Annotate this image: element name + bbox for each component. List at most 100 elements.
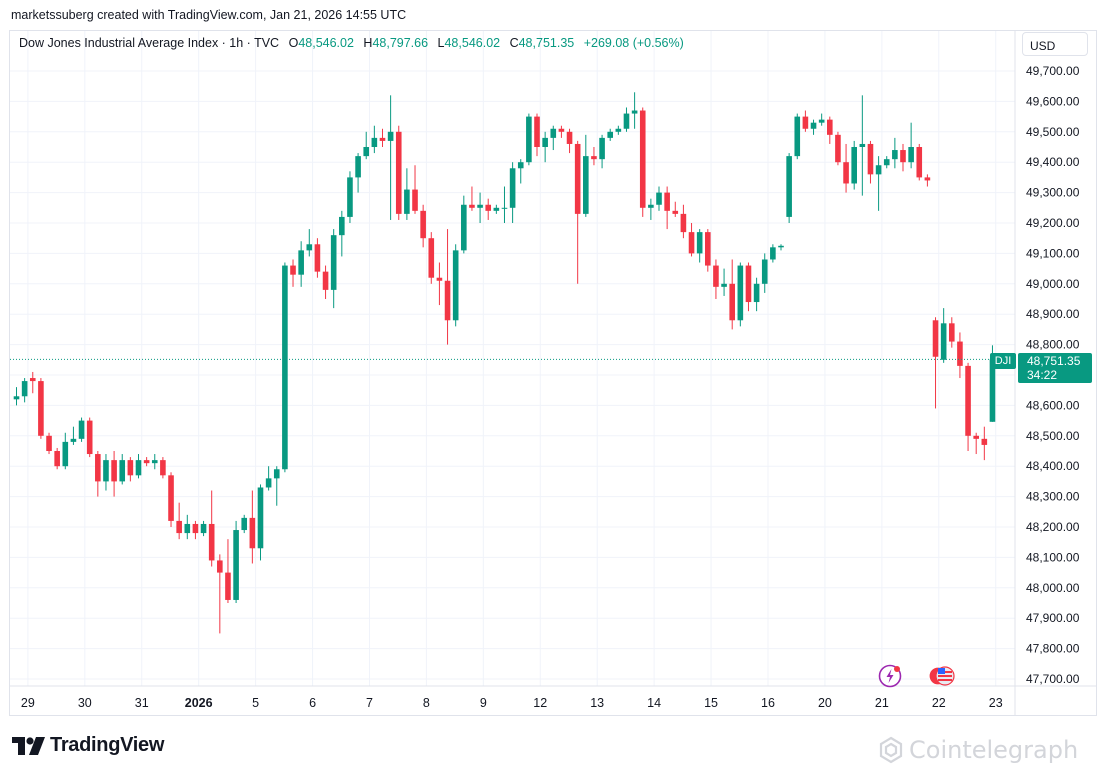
candle[interactable] bbox=[916, 143, 923, 181]
candle[interactable] bbox=[135, 454, 142, 479]
candle[interactable] bbox=[469, 186, 475, 211]
candle[interactable] bbox=[257, 484, 264, 561]
candle[interactable] bbox=[729, 259, 736, 330]
candle[interactable] bbox=[444, 229, 451, 345]
candle[interactable] bbox=[517, 159, 524, 184]
earnings-event-icon[interactable] bbox=[877, 663, 903, 689]
candle[interactable] bbox=[379, 128, 386, 147]
candle[interactable] bbox=[143, 457, 150, 467]
candle[interactable] bbox=[241, 514, 248, 534]
candle[interactable] bbox=[591, 147, 597, 166]
candle[interactable] bbox=[859, 95, 866, 196]
candle[interactable] bbox=[639, 107, 646, 217]
candle[interactable] bbox=[631, 92, 638, 129]
candle[interactable] bbox=[940, 308, 947, 363]
candle[interactable] bbox=[200, 520, 207, 537]
candle[interactable] bbox=[761, 253, 768, 293]
candle[interactable] bbox=[404, 168, 410, 220]
candle[interactable] bbox=[95, 451, 101, 497]
candle[interactable] bbox=[290, 259, 296, 287]
candle[interactable] bbox=[127, 457, 134, 482]
candle[interactable] bbox=[298, 241, 304, 287]
candle[interactable] bbox=[680, 204, 687, 239]
candle[interactable] bbox=[566, 128, 573, 154]
candle[interactable] bbox=[436, 262, 443, 306]
candle[interactable] bbox=[29, 371, 36, 394]
candle[interactable] bbox=[526, 113, 532, 166]
candle[interactable] bbox=[225, 539, 231, 603]
candle[interactable] bbox=[721, 268, 727, 296]
candle[interactable] bbox=[892, 137, 898, 169]
candle[interactable] bbox=[273, 466, 280, 506]
candle[interactable] bbox=[428, 232, 435, 284]
candle[interactable] bbox=[62, 432, 69, 470]
candle[interactable] bbox=[282, 262, 288, 473]
candle[interactable] bbox=[672, 201, 679, 217]
candle[interactable] bbox=[192, 520, 199, 540]
candle[interactable] bbox=[38, 378, 44, 439]
candle[interactable] bbox=[13, 387, 20, 406]
candle[interactable] bbox=[770, 244, 776, 263]
candle[interactable] bbox=[818, 113, 825, 126]
candle[interactable] bbox=[493, 204, 500, 214]
candle[interactable] bbox=[322, 265, 329, 299]
candle[interactable] bbox=[908, 122, 914, 169]
candle[interactable] bbox=[843, 143, 849, 193]
candle[interactable] bbox=[70, 426, 77, 445]
candle[interactable] bbox=[461, 195, 467, 254]
candle[interactable] bbox=[835, 131, 841, 166]
candle[interactable] bbox=[648, 198, 654, 220]
candle[interactable] bbox=[786, 153, 792, 223]
candle[interactable] bbox=[78, 417, 85, 442]
candle[interactable] bbox=[151, 454, 158, 470]
candle[interactable] bbox=[485, 198, 492, 220]
candle[interactable] bbox=[802, 110, 809, 132]
candle[interactable] bbox=[363, 131, 370, 160]
candle[interactable] bbox=[607, 128, 614, 141]
candle[interactable] bbox=[737, 262, 744, 327]
candle[interactable] bbox=[452, 244, 459, 327]
candle[interactable] bbox=[745, 262, 752, 312]
candle[interactable] bbox=[314, 238, 321, 278]
candle[interactable] bbox=[664, 186, 670, 230]
tradingview-brand[interactable]: TradingView bbox=[12, 734, 164, 757]
candle[interactable] bbox=[713, 259, 719, 299]
candle[interactable] bbox=[21, 378, 28, 403]
candle[interactable] bbox=[623, 107, 630, 132]
candle[interactable] bbox=[217, 554, 223, 634]
candle[interactable] bbox=[249, 490, 256, 564]
candle[interactable] bbox=[420, 204, 426, 248]
candle[interactable] bbox=[900, 143, 906, 172]
candle[interactable] bbox=[981, 426, 988, 461]
candle[interactable] bbox=[86, 417, 93, 458]
candle[interactable] bbox=[688, 223, 695, 257]
candle[interactable] bbox=[778, 244, 784, 251]
candle[interactable] bbox=[599, 134, 605, 169]
candle[interactable] bbox=[208, 490, 215, 567]
candle[interactable] bbox=[160, 457, 166, 479]
candle[interactable] bbox=[119, 454, 126, 485]
candle[interactable] bbox=[696, 229, 703, 263]
candle[interactable] bbox=[265, 466, 272, 491]
candle[interactable] bbox=[233, 520, 239, 603]
candle[interactable] bbox=[412, 165, 418, 214]
chart-frame[interactable] bbox=[9, 30, 1097, 716]
candle[interactable] bbox=[46, 432, 52, 455]
candle[interactable] bbox=[827, 116, 833, 144]
candle[interactable] bbox=[558, 125, 565, 138]
candle[interactable] bbox=[948, 317, 955, 348]
candle[interactable] bbox=[54, 447, 60, 470]
candle[interactable] bbox=[103, 454, 109, 491]
candle[interactable] bbox=[965, 362, 971, 451]
candle[interactable] bbox=[574, 140, 581, 284]
candle[interactable] bbox=[583, 134, 589, 217]
candle[interactable] bbox=[501, 186, 508, 223]
candle[interactable] bbox=[550, 125, 557, 151]
candle[interactable] bbox=[339, 210, 345, 257]
candle[interactable] bbox=[932, 317, 939, 409]
candle[interactable] bbox=[395, 125, 402, 220]
candle[interactable] bbox=[656, 186, 662, 211]
candle[interactable] bbox=[957, 332, 963, 379]
candle[interactable] bbox=[387, 95, 394, 220]
